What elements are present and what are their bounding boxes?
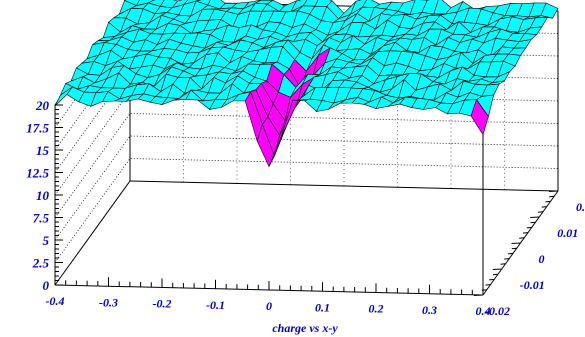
z-tick-label: 20 (35, 98, 50, 113)
y-tick (511, 242, 521, 244)
y-tick (511, 247, 517, 250)
z-tick-label: 17.5 (26, 121, 49, 136)
y-tick-label: 0 (539, 252, 545, 266)
y-tick (530, 221, 536, 224)
x-tick-label: -0.2 (153, 297, 172, 311)
z-tick-label: 0 (43, 278, 50, 293)
y-tick (473, 294, 484, 296)
x-tick-label: -0.4 (46, 294, 65, 308)
y-tick (537, 211, 544, 213)
y-tick (530, 216, 540, 218)
x-tick-label: 0.1 (315, 300, 330, 314)
y-tick (481, 289, 487, 291)
y-tick (485, 284, 491, 286)
y-tick (492, 273, 499, 276)
z-tick-label: 2.5 (32, 256, 50, 271)
z-gridline (54, 135, 559, 241)
y-tick (519, 237, 525, 239)
z-gridline (54, 158, 559, 263)
z-tick-label: 7.5 (33, 211, 50, 226)
y-tick (500, 263, 506, 265)
z-tick-label: 12.5 (26, 166, 49, 181)
y-tick (545, 200, 551, 203)
z-tick-label: 10 (36, 188, 50, 203)
axes: -0.4 -0.3 -0.2 -0.1 0 0.1 0.2 0.3 0.4 0 2.5 5 7.5 10 1… (26, 98, 585, 318)
y-tick (489, 278, 495, 281)
y-tick (526, 226, 532, 229)
z-gridline (54, 45, 559, 151)
frame-edge (54, 180, 131, 286)
y-tick (492, 268, 502, 270)
z-tick-label: 5 (43, 233, 50, 248)
x-tick-label: -0.1 (206, 298, 225, 312)
x-tick-label: 0.4 (476, 304, 491, 318)
y-tick (507, 252, 514, 255)
x-tick-label: 0 (266, 299, 272, 313)
y-tick (504, 258, 510, 260)
z-tick-label: 15 (36, 143, 50, 158)
x-tick-label: -0.3 (99, 295, 118, 309)
z-gridline (54, 68, 559, 173)
y-tick-label: -0.02 (485, 304, 510, 318)
y-tick (541, 206, 547, 208)
x-axis-label: charge vs x-y (272, 321, 338, 335)
y-tick (548, 190, 559, 192)
y-tick (549, 195, 555, 198)
y-tick-label: -0.01 (520, 278, 545, 292)
y-tick (522, 232, 529, 234)
x-tick-label: 0.2 (369, 302, 384, 316)
y-tick-label: 0.02 (576, 200, 585, 214)
surface-wall-facet (470, 99, 489, 136)
z-gridline (54, 113, 559, 218)
x-tick-label: 0.3 (422, 303, 437, 317)
z-gridline (54, 90, 559, 196)
y-tick-label: 0.01 (557, 226, 578, 240)
surface-mesh (54, 0, 559, 168)
